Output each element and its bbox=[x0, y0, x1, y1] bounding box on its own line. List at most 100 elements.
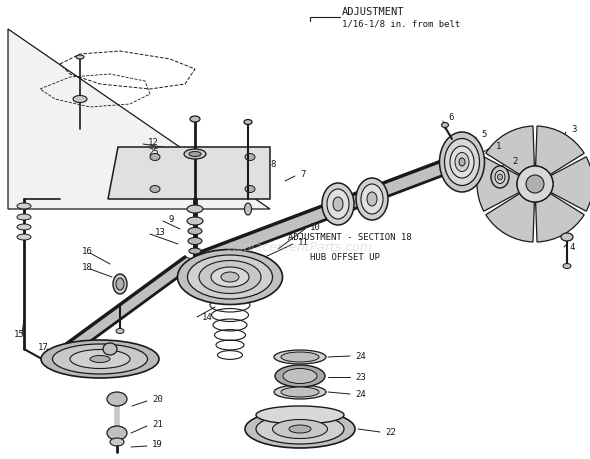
Ellipse shape bbox=[256, 414, 344, 444]
Text: 24: 24 bbox=[355, 390, 366, 398]
Text: 15: 15 bbox=[14, 330, 25, 339]
Ellipse shape bbox=[459, 159, 465, 167]
Ellipse shape bbox=[113, 274, 127, 294]
Text: 3: 3 bbox=[571, 125, 576, 134]
Ellipse shape bbox=[455, 153, 469, 172]
Ellipse shape bbox=[322, 184, 354, 225]
Ellipse shape bbox=[103, 343, 117, 355]
Ellipse shape bbox=[275, 365, 325, 387]
Ellipse shape bbox=[90, 356, 110, 363]
Ellipse shape bbox=[327, 190, 349, 219]
Ellipse shape bbox=[188, 256, 273, 299]
Text: 19: 19 bbox=[152, 440, 163, 448]
Text: HUB OFFSET UP: HUB OFFSET UP bbox=[310, 253, 380, 262]
Ellipse shape bbox=[283, 369, 317, 384]
Text: 23: 23 bbox=[355, 373, 366, 382]
Wedge shape bbox=[477, 157, 519, 212]
Wedge shape bbox=[536, 127, 584, 175]
Wedge shape bbox=[536, 194, 584, 242]
Text: 22: 22 bbox=[385, 428, 396, 437]
Text: ADJUSTMENT: ADJUSTMENT bbox=[342, 7, 405, 17]
Circle shape bbox=[517, 167, 553, 202]
Ellipse shape bbox=[116, 329, 124, 334]
Polygon shape bbox=[8, 30, 270, 210]
Text: 10: 10 bbox=[310, 223, 321, 232]
Ellipse shape bbox=[184, 150, 206, 160]
Polygon shape bbox=[62, 257, 200, 351]
Ellipse shape bbox=[188, 228, 202, 235]
Ellipse shape bbox=[289, 425, 311, 433]
Text: 9: 9 bbox=[168, 215, 173, 224]
Polygon shape bbox=[108, 148, 270, 200]
Ellipse shape bbox=[17, 214, 31, 220]
Ellipse shape bbox=[440, 133, 484, 193]
Ellipse shape bbox=[245, 154, 255, 161]
Ellipse shape bbox=[189, 248, 201, 254]
Ellipse shape bbox=[150, 186, 160, 193]
Polygon shape bbox=[195, 155, 460, 269]
Text: 21: 21 bbox=[152, 420, 163, 429]
Ellipse shape bbox=[333, 197, 343, 212]
Text: 7: 7 bbox=[300, 170, 306, 179]
Text: 6: 6 bbox=[448, 113, 453, 122]
Ellipse shape bbox=[190, 117, 200, 123]
Ellipse shape bbox=[274, 385, 326, 399]
Text: 14: 14 bbox=[202, 313, 213, 322]
Ellipse shape bbox=[76, 56, 84, 60]
Text: 4: 4 bbox=[569, 243, 575, 252]
Ellipse shape bbox=[17, 203, 31, 210]
Text: 20: 20 bbox=[152, 395, 163, 403]
Text: 12: 12 bbox=[148, 138, 159, 147]
Ellipse shape bbox=[116, 279, 124, 291]
Text: 1/16-1/8 in. from belt: 1/16-1/8 in. from belt bbox=[342, 19, 460, 28]
Ellipse shape bbox=[70, 350, 130, 369]
Ellipse shape bbox=[441, 123, 448, 128]
Ellipse shape bbox=[356, 179, 388, 220]
Ellipse shape bbox=[73, 96, 87, 103]
Text: 13: 13 bbox=[155, 228, 166, 237]
Ellipse shape bbox=[367, 193, 377, 207]
Ellipse shape bbox=[281, 352, 319, 362]
Ellipse shape bbox=[188, 238, 202, 245]
Ellipse shape bbox=[189, 152, 201, 157]
Ellipse shape bbox=[17, 235, 31, 241]
Text: 24: 24 bbox=[355, 352, 366, 361]
Text: 25: 25 bbox=[148, 148, 159, 157]
Ellipse shape bbox=[273, 420, 327, 438]
Ellipse shape bbox=[450, 147, 474, 179]
Text: 26: 26 bbox=[516, 173, 527, 182]
Text: ReplacementParts.com: ReplacementParts.com bbox=[228, 241, 372, 254]
Ellipse shape bbox=[361, 185, 383, 214]
Ellipse shape bbox=[150, 154, 160, 161]
Ellipse shape bbox=[199, 261, 261, 294]
Ellipse shape bbox=[244, 120, 252, 125]
Text: 11: 11 bbox=[298, 238, 309, 247]
Ellipse shape bbox=[221, 272, 239, 282]
Ellipse shape bbox=[563, 264, 571, 269]
Ellipse shape bbox=[187, 218, 203, 225]
Text: 8: 8 bbox=[270, 160, 276, 169]
Ellipse shape bbox=[561, 234, 573, 241]
Text: 18: 18 bbox=[82, 263, 93, 272]
Ellipse shape bbox=[107, 426, 127, 440]
Ellipse shape bbox=[495, 171, 505, 184]
Text: 2: 2 bbox=[512, 157, 517, 166]
Ellipse shape bbox=[491, 167, 509, 189]
Circle shape bbox=[526, 176, 544, 194]
Ellipse shape bbox=[211, 268, 249, 287]
Ellipse shape bbox=[244, 203, 251, 216]
Ellipse shape bbox=[107, 392, 127, 406]
Ellipse shape bbox=[497, 174, 503, 180]
Text: 16: 16 bbox=[82, 247, 93, 256]
Ellipse shape bbox=[41, 340, 159, 378]
Ellipse shape bbox=[281, 387, 319, 397]
Text: 5: 5 bbox=[481, 130, 486, 139]
Ellipse shape bbox=[187, 206, 203, 213]
Wedge shape bbox=[486, 127, 535, 175]
Ellipse shape bbox=[245, 186, 255, 193]
Wedge shape bbox=[551, 157, 590, 212]
Ellipse shape bbox=[444, 139, 480, 186]
Text: ADJUSTMENT - SECTION 18: ADJUSTMENT - SECTION 18 bbox=[288, 233, 412, 242]
Ellipse shape bbox=[17, 224, 31, 230]
Text: 17: 17 bbox=[38, 343, 49, 352]
